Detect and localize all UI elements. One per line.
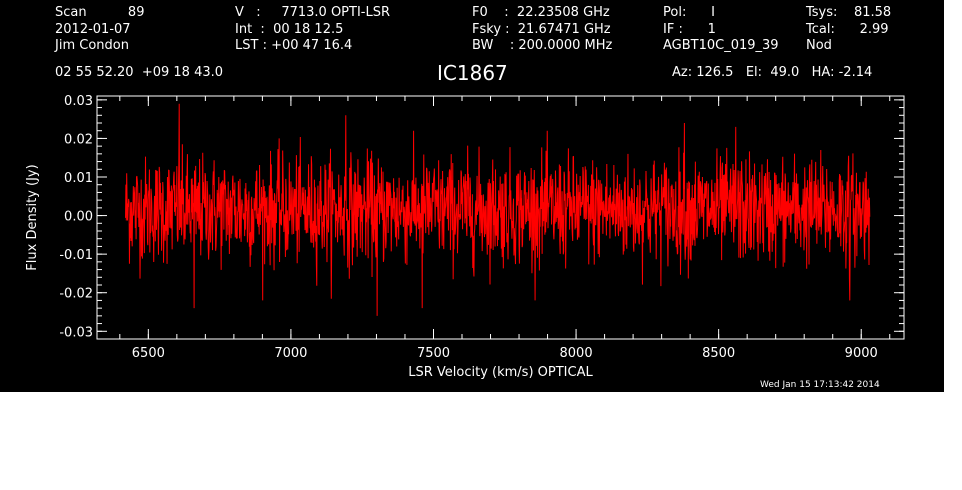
spectrum-trace (125, 103, 871, 316)
y-tick-label: 0.02 (64, 132, 93, 147)
x-tick-label: 7500 (417, 346, 450, 361)
header-tsys: Tsys: 81.58 (806, 5, 892, 20)
header-az-el-ha: Az: 126.5 El: 49.0 HA: -2.14 (672, 65, 873, 80)
header-fsky: Fsky : 21.67471 GHz (472, 22, 611, 37)
x-tick-label: 8000 (560, 346, 593, 361)
header-bw: BW : 200.0000 MHz (472, 38, 613, 53)
x-axis-label: LSR Velocity (km/s) OPTICAL (408, 365, 593, 380)
y-tick-label: -0.01 (59, 248, 93, 263)
header-date: 2012-01-07 (55, 22, 131, 37)
spectrum-line (125, 103, 871, 316)
header-velocity: V : 7713.0 OPTI-LSR (235, 5, 391, 20)
x-tick-label: 7000 (274, 346, 307, 361)
x-tick-label: 9000 (845, 346, 878, 361)
header-procedure: Nod (806, 38, 832, 53)
header-tcal: Tcal: 2.99 (806, 22, 889, 37)
y-axis: -0.03 -0.02 -0.01 0.00 0.01 0.02 0.03 (59, 94, 904, 340)
axes-frame (96, 95, 905, 340)
y-tick-label: -0.03 (59, 325, 93, 340)
header-int: Int : 00 18 12.5 (235, 22, 344, 37)
y-tick-label: 0.03 (64, 94, 93, 109)
header-coordinates: 02 55 52.20 +09 18 43.0 (55, 65, 224, 80)
y-tick-label: -0.02 (59, 287, 93, 302)
header-observer: Jim Condon (55, 38, 129, 53)
header-pol: Pol: I (663, 5, 715, 20)
x-tick-label: 6500 (132, 346, 165, 361)
header-f0: F0 : 22.23508 GHz (472, 5, 610, 20)
chart-title: IC1867 (437, 61, 508, 85)
y-axis-label: Flux Density (Jy) (25, 164, 40, 270)
header-project: AGBT10C_019_39 (663, 38, 779, 53)
y-tick-label: 0.00 (64, 210, 93, 225)
timestamp: Wed Jan 15 17:13:42 2014 (760, 380, 880, 390)
y-tick-label: 0.01 (64, 171, 93, 186)
header-if: IF : 1 (663, 22, 716, 37)
header-lst: LST : +00 47 16.4 (235, 38, 353, 53)
x-axis: 6500 7000 7500 8000 8500 9000 (119, 96, 891, 361)
header-scan: Scan 89 (55, 5, 145, 20)
x-tick-label: 8500 (702, 346, 735, 361)
